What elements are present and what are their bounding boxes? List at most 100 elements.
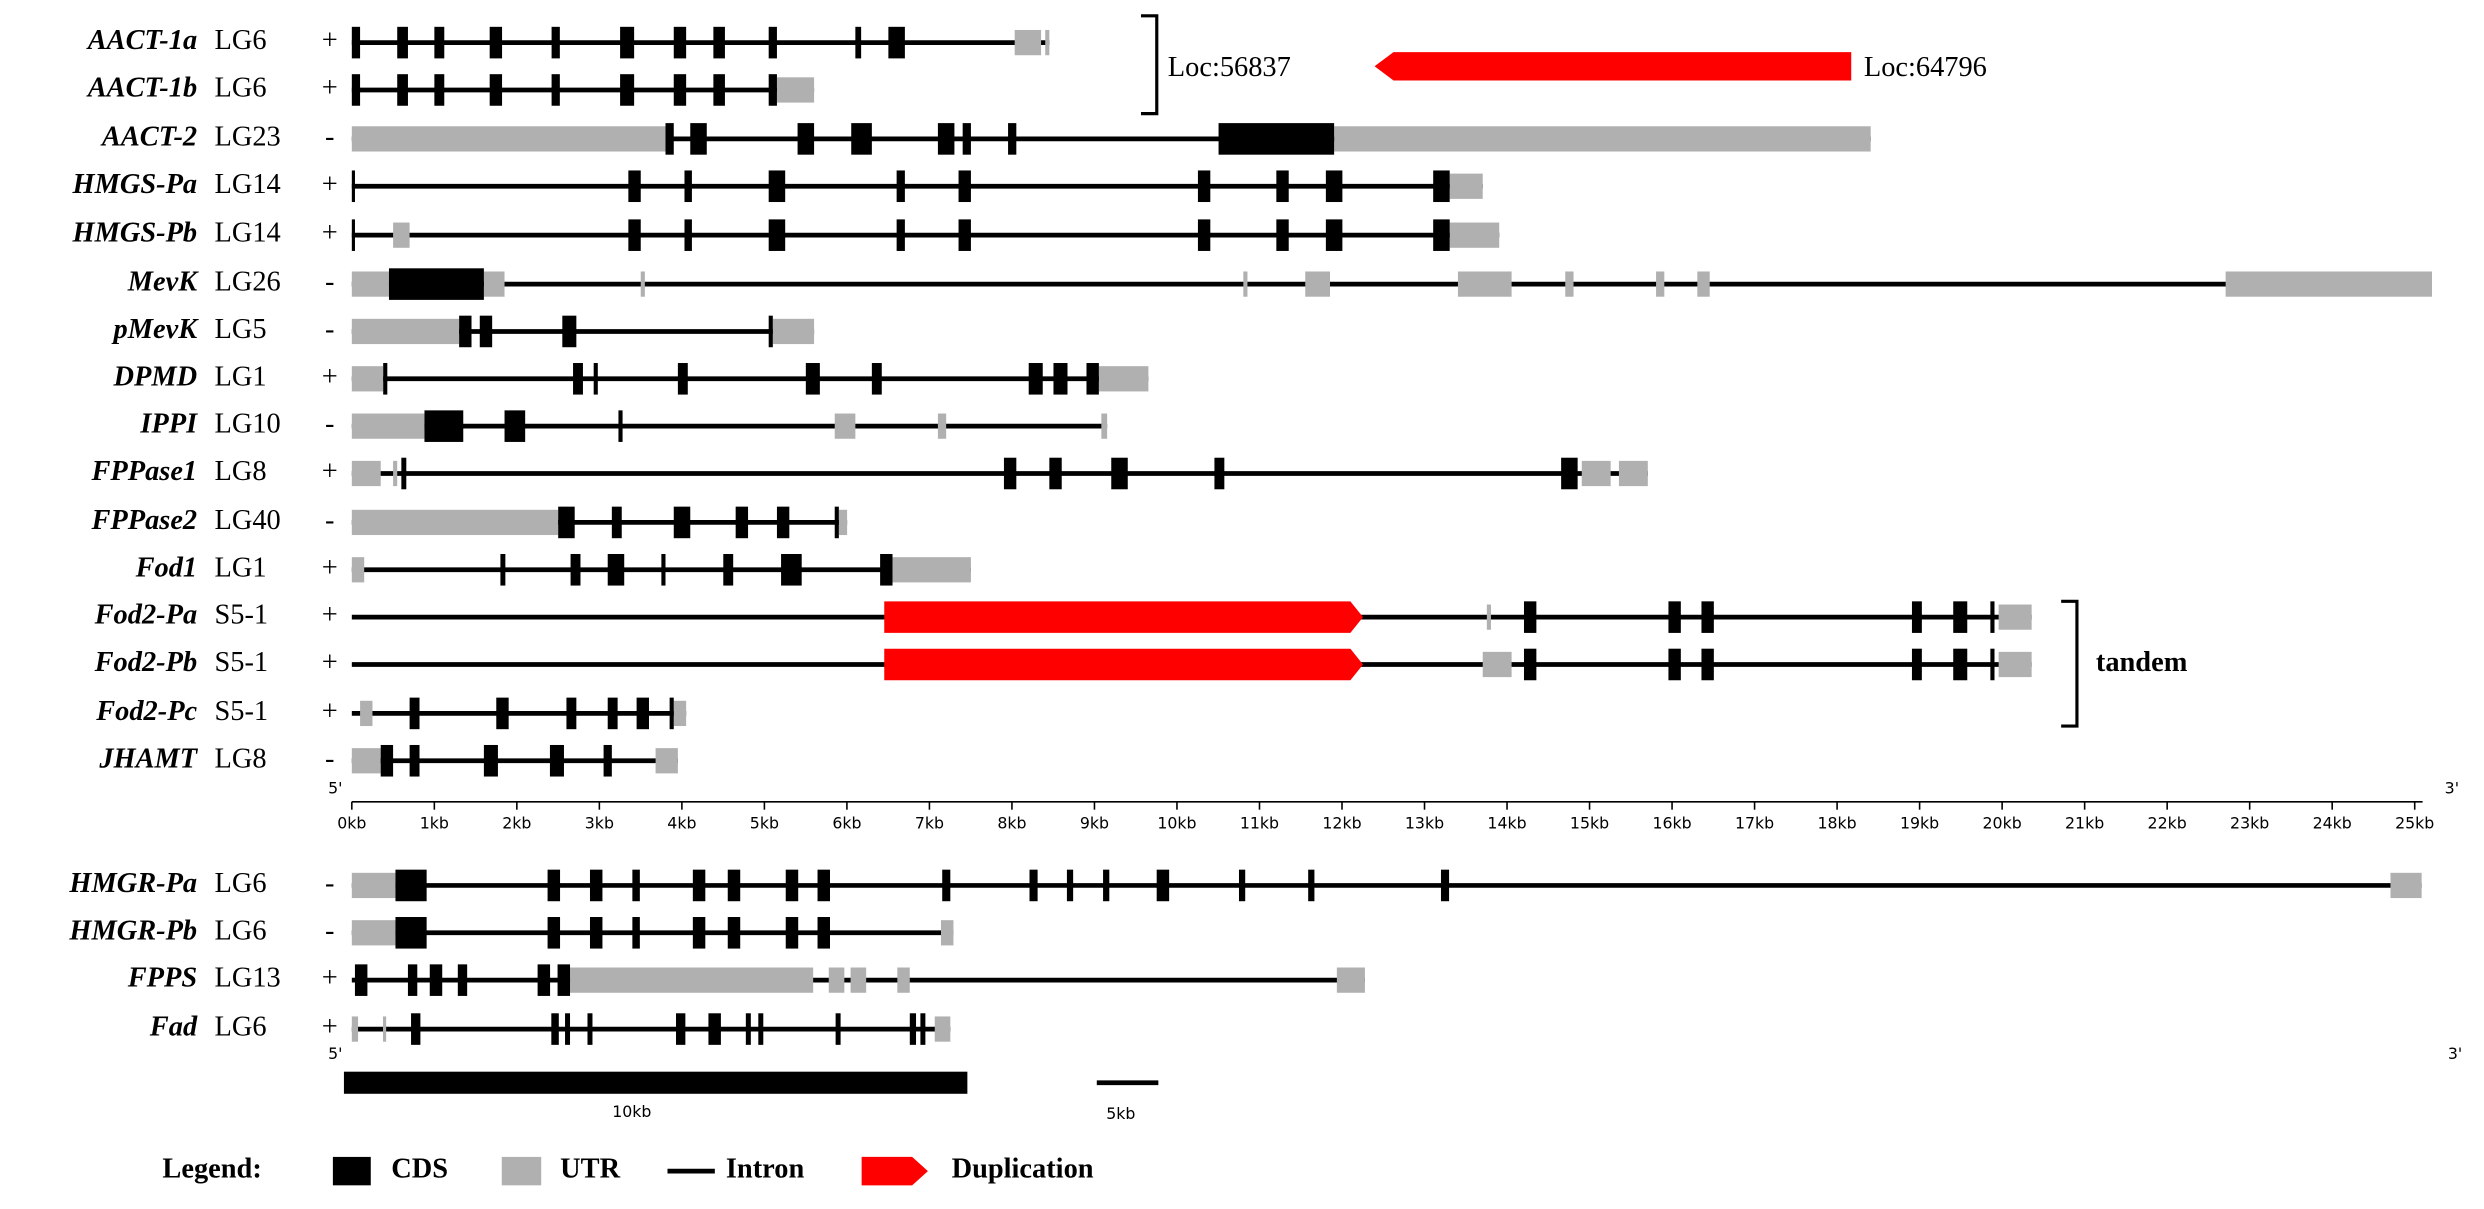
axis-tick-label: 13kb (1405, 813, 1444, 832)
gene-name: Fod2-Pa (94, 600, 198, 631)
strand: - (325, 267, 334, 298)
utr (351, 748, 381, 774)
cds (573, 363, 583, 395)
utr (1045, 29, 1050, 56)
cds (1308, 869, 1315, 902)
cds (727, 917, 741, 949)
cds (395, 869, 427, 902)
strand: + (322, 600, 338, 631)
linkage-group: LG1 (215, 361, 267, 392)
axis-tick-label: 20kb (1983, 813, 2022, 832)
cds (758, 1013, 764, 1045)
linkage-group: LG8 (215, 743, 267, 774)
cds (958, 170, 971, 203)
legend-utr-swatch (501, 1156, 542, 1186)
cds (620, 74, 635, 106)
axis-tick-label: 11kb (1240, 813, 1279, 832)
locus-end: Loc:64796 (1864, 52, 1987, 83)
gene-name: AACT-1b (86, 72, 197, 103)
cds (1086, 363, 1099, 395)
linkage-group: LG6 (215, 915, 267, 946)
cds (397, 74, 408, 106)
axis-tick-label: 25kb (2395, 813, 2434, 832)
cds (713, 26, 725, 59)
utr (828, 967, 845, 993)
utr (1656, 271, 1665, 297)
axis-tick-label: 6kb (832, 813, 861, 832)
cds (1214, 457, 1225, 490)
cds (692, 917, 706, 949)
gene-name: Fad (149, 1012, 198, 1043)
gene-name: HMGS-Pa (72, 169, 198, 200)
axis-tick-label: 4kb (667, 813, 696, 832)
strand: + (322, 552, 338, 583)
cds (768, 219, 786, 251)
scale-bar-10kb (343, 1071, 968, 1094)
gene-name: pMevK (111, 314, 200, 345)
utr (1998, 651, 2032, 678)
cds (603, 744, 612, 777)
cds (920, 1013, 926, 1045)
utr (1565, 271, 1574, 297)
strand: + (322, 169, 338, 200)
axis-tick-label: 3kb (585, 813, 614, 832)
duplication (884, 648, 1364, 681)
gene-name: HMGR-Pb (68, 915, 197, 946)
cds (607, 697, 618, 730)
cds (1008, 123, 1017, 155)
cds (383, 363, 388, 395)
utr (351, 1016, 359, 1042)
utr (897, 967, 910, 993)
cds (1523, 601, 1537, 633)
cds (483, 744, 498, 777)
cds (692, 869, 706, 902)
three-prime: 3' (2445, 779, 2459, 798)
utr (2390, 872, 2422, 899)
utr (850, 967, 867, 993)
cds (434, 74, 445, 106)
linkage-group: LG14 (215, 169, 281, 200)
legend-utr: UTR (560, 1154, 620, 1185)
utr (772, 318, 815, 345)
strand: + (322, 72, 338, 103)
utr (1014, 29, 1042, 56)
cds (768, 26, 777, 59)
cds (676, 1013, 686, 1045)
cds (723, 553, 734, 586)
linkage-group: LG13 (215, 963, 281, 994)
cds (570, 553, 581, 586)
cds (1049, 457, 1062, 490)
axis-tick-label: 19kb (1900, 813, 1939, 832)
linkage-group: S5-1 (215, 647, 269, 678)
cds (669, 697, 674, 730)
linkage-group: LG6 (215, 25, 267, 56)
cds (351, 170, 355, 203)
cds (565, 1013, 571, 1045)
cds (781, 553, 802, 586)
utr (351, 413, 425, 439)
cds (888, 26, 905, 59)
axis-tick-label: 16kb (1652, 813, 1691, 832)
linkage-group: LG10 (215, 409, 281, 440)
cds (587, 1013, 593, 1045)
linkage-group: LG23 (215, 121, 281, 152)
cds (962, 123, 971, 155)
cds (1911, 648, 1922, 681)
gene-name: HMGS-Pb (72, 218, 198, 249)
utr (1618, 460, 1648, 487)
cds (942, 869, 951, 902)
cds (937, 123, 955, 155)
locus-duplication-arrow (1374, 52, 1852, 81)
utr (1998, 604, 2032, 630)
cds (1953, 648, 1968, 681)
utr (2225, 271, 2432, 297)
cds (817, 917, 831, 949)
cds (661, 553, 666, 586)
utr (351, 126, 666, 152)
axis-tick-label: 7kb (915, 813, 944, 832)
gene-name: AACT-1a (86, 25, 197, 56)
cds (551, 74, 560, 106)
cds (628, 219, 641, 251)
linkage-group: LG14 (215, 218, 281, 249)
legend-intron: Intron (726, 1154, 805, 1185)
